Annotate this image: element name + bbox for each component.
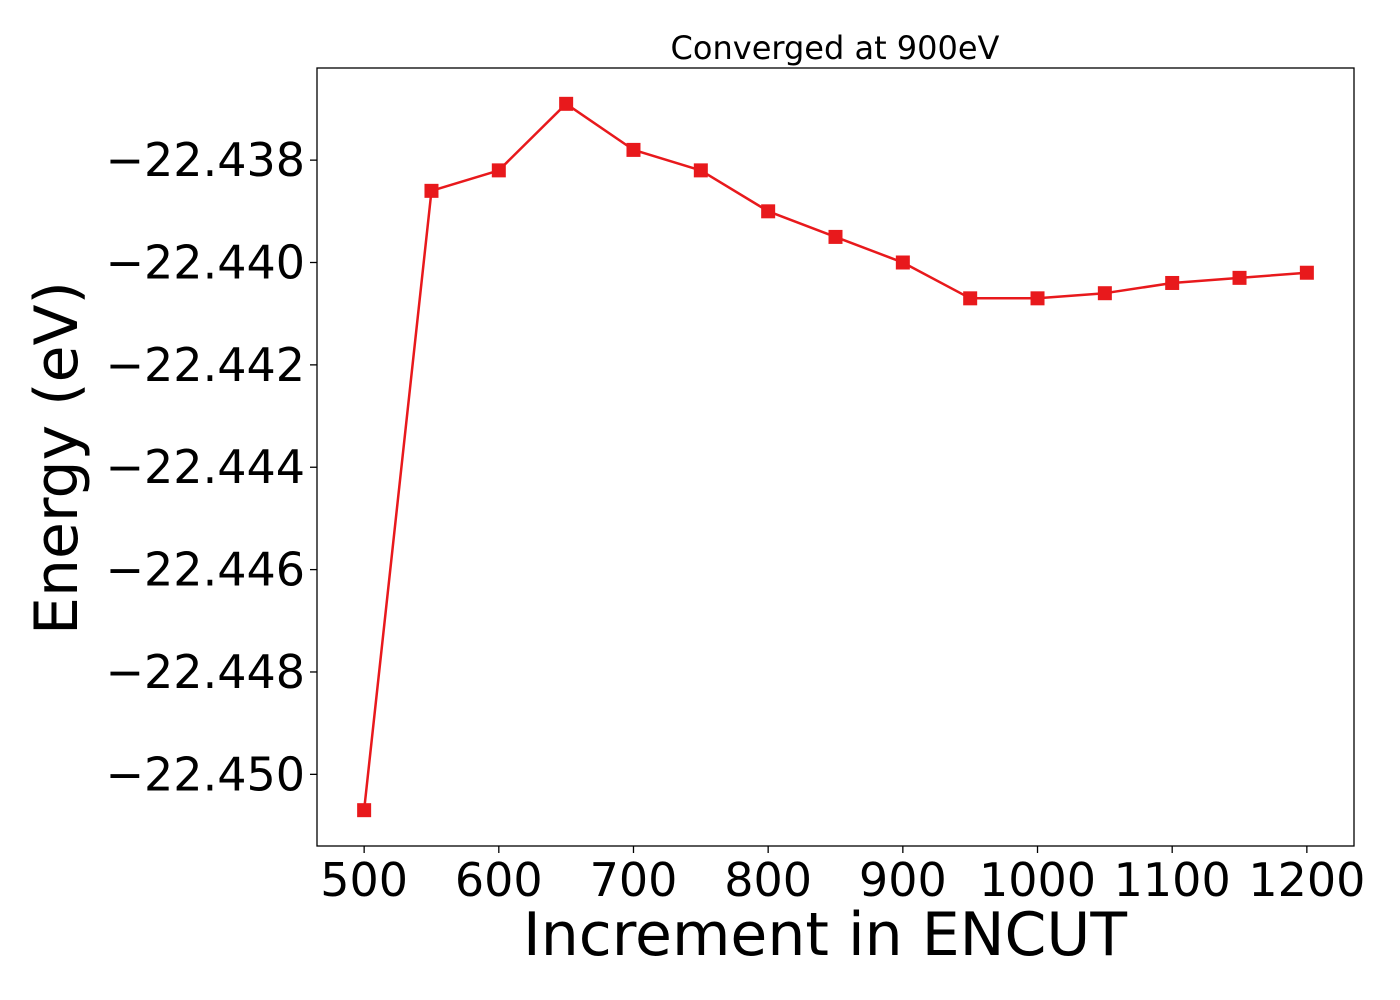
- data-point-marker: [357, 803, 372, 818]
- y-axis-ticks: −22.438 −22.440 −22.442 −22.444 −22.446 −22.4…: [106, 133, 317, 801]
- x-tick-label: 600: [455, 853, 543, 907]
- data-point-marker: [559, 96, 574, 111]
- plot-area: [316, 67, 1355, 847]
- data-point-marker: [895, 255, 910, 270]
- x-tick-label: 1200: [1248, 853, 1365, 907]
- y-tick-label: −22.450: [106, 747, 306, 801]
- data-point-marker: [1097, 286, 1112, 301]
- y-axis-label: Energy (eV): [22, 281, 92, 635]
- data-point-marker: [1030, 291, 1045, 306]
- y-tick-label: −22.438: [106, 133, 306, 187]
- y-tick-label: −22.444: [106, 440, 306, 494]
- x-tick-label: 500: [320, 853, 408, 907]
- x-tick-label: 1100: [1114, 853, 1231, 907]
- y-tick-label: −22.440: [106, 236, 306, 290]
- data-point-marker: [1165, 275, 1180, 290]
- x-tick-label: 800: [724, 853, 812, 907]
- data-point-marker: [761, 204, 776, 219]
- x-tick-label: 700: [590, 853, 678, 907]
- data-point-marker: [424, 183, 439, 198]
- data-point-marker: [693, 163, 708, 178]
- data-point-marker: [626, 142, 641, 157]
- y-tick-label: −22.448: [106, 645, 306, 699]
- x-tick-label: 900: [859, 853, 947, 907]
- data-point-marker: [491, 163, 506, 178]
- x-axis-label: Increment in ENCUT: [523, 900, 1127, 970]
- chart-title: Converged at 900eV: [671, 29, 1000, 67]
- series-line: [362, 102, 1307, 811]
- data-point-marker: [1232, 270, 1247, 285]
- energy-series: [357, 96, 1314, 818]
- x-tick-label: 1000: [979, 853, 1096, 907]
- data-point-marker: [963, 291, 978, 306]
- x-axis-ticks: 500 600 700 800 900 1000 1100 1200: [320, 846, 1365, 907]
- data-point-marker: [1299, 265, 1314, 280]
- y-tick-label: −22.442: [106, 338, 306, 392]
- data-point-marker: [828, 229, 843, 244]
- y-tick-label: −22.446: [106, 543, 306, 597]
